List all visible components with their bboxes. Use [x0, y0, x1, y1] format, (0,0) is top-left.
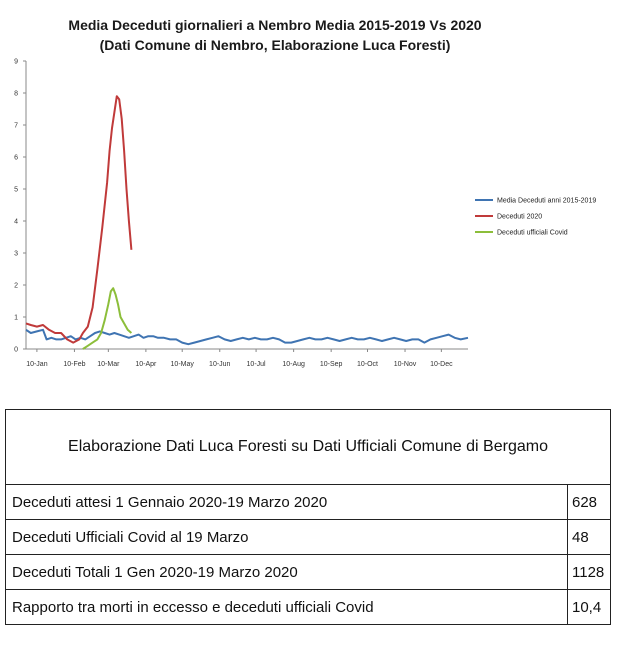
- x-tick-label: 10-Mar: [97, 361, 120, 368]
- x-tick-label: 10-Sep: [320, 361, 343, 368]
- table-header-row: Elaborazione Dati Luca Foresti su Dati U…: [5, 409, 611, 485]
- x-tick-label: 10-Jun: [209, 361, 231, 368]
- table-row: Rapporto tra morti in eccesso e deceduti…: [5, 589, 611, 625]
- x-tick-label: 10-Aug: [282, 361, 305, 368]
- y-tick-label: 6: [14, 155, 18, 162]
- series-line-1: [25, 95, 133, 344]
- legend: Media Deceduti anni 2015-2019 Deceduti 20…: [475, 198, 596, 237]
- y-tick-label: 4: [14, 219, 18, 226]
- y-tick-label: 3: [14, 251, 18, 258]
- series-lines: [25, 95, 469, 350]
- table-header: Elaborazione Dati Luca Foresti su Dati U…: [5, 409, 611, 485]
- chart-svg: Media Deceduti giornalieri a Nembro Medi…: [14, 17, 596, 368]
- y-tick-label: 0: [14, 347, 18, 354]
- legend-label: Deceduti 2020: [497, 214, 542, 221]
- y-tick-label: 1: [14, 315, 18, 322]
- y-tick-label: 7: [14, 123, 18, 130]
- series-line-0: [25, 328, 469, 346]
- x-tick-label: 10-Nov: [394, 361, 417, 368]
- row-label: Deceduti attesi 1 Gennaio 2020-19 Marzo …: [5, 484, 568, 520]
- series-line-2: [82, 287, 133, 350]
- stats-table: Elaborazione Dati Luca Foresti su Dati U…: [5, 409, 611, 625]
- legend-label: Deceduti ufficiali Covid: [497, 230, 568, 237]
- row-value: 1128: [567, 554, 611, 590]
- table-row: Deceduti Ufficiali Covid al 19 Marzo 48: [5, 519, 611, 555]
- y-tick-label: 2: [14, 283, 18, 290]
- y-tick-label: 8: [14, 91, 18, 98]
- chart-title: Media Deceduti giornalieri a Nembro Medi…: [68, 17, 481, 33]
- row-value: 628: [567, 484, 611, 520]
- chart-subtitle: (Dati Comune di Nembro, Elaborazione Luc…: [100, 37, 451, 53]
- axes: 0 1 2 3 4 5 6 7 8 9 10-Jan 10-Feb 10-Mar 10-Apr 10-May…: [14, 59, 468, 368]
- line-chart: Media Deceduti giornalieri a Nembro Medi…: [14, 17, 596, 368]
- table-row: Deceduti attesi 1 Gennaio 2020-19 Marzo …: [5, 484, 611, 520]
- row-value: 48: [567, 519, 611, 555]
- x-tick-label: 10-Jul: [247, 361, 267, 368]
- row-value: 10,4: [567, 589, 611, 625]
- table-row: Deceduti Totali 1 Gen 2020-19 Marzo 2020…: [5, 554, 611, 590]
- y-tick-label: 5: [14, 187, 18, 194]
- row-label: Rapporto tra morti in eccesso e deceduti…: [5, 589, 568, 625]
- row-label: Deceduti Totali 1 Gen 2020-19 Marzo 2020: [5, 554, 568, 590]
- x-tick-label: 10-Apr: [135, 361, 157, 368]
- legend-label: Media Deceduti anni 2015-2019: [497, 198, 596, 205]
- x-tick-label: 10-May: [171, 361, 195, 368]
- y-tick-label: 9: [14, 59, 18, 66]
- x-tick-label: 10-Oct: [357, 361, 378, 368]
- row-label: Deceduti Ufficiali Covid al 19 Marzo: [5, 519, 568, 555]
- x-tick-label: 10-Dec: [430, 361, 453, 368]
- x-tick-label: 10-Feb: [63, 361, 85, 368]
- x-tick-label: 10-Jan: [26, 361, 48, 368]
